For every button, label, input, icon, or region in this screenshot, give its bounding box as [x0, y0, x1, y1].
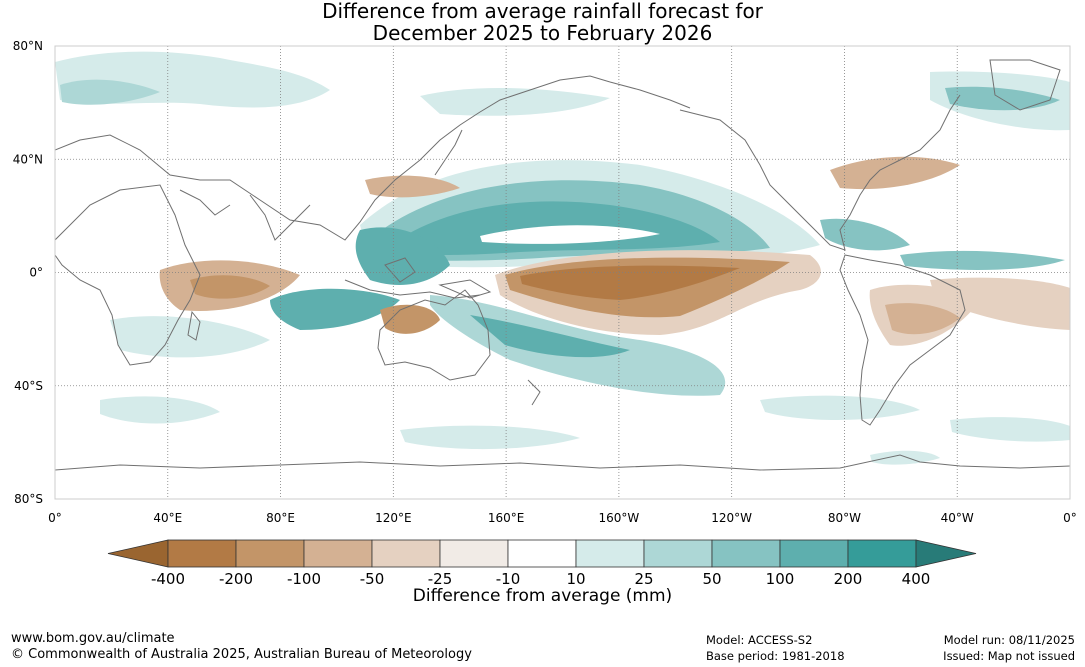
- issue-status: Issued: Map not issued: [943, 649, 1075, 663]
- longitude-label: 0°: [1063, 511, 1077, 525]
- colorbar-tick-label: -200: [219, 570, 253, 588]
- coastline-layer: [55, 59, 1070, 471]
- coastline-madagascar: [187, 310, 201, 341]
- colorbar-segment: [575, 539, 645, 568]
- anomaly-region-south-atlantic-dry: [930, 277, 1070, 330]
- colorbar-tick-label: -400: [151, 570, 185, 588]
- coastline-antarctica: [55, 454, 1070, 471]
- coastline-australia: [377, 289, 491, 381]
- colorbar-segment: [439, 539, 509, 568]
- colorbar-tick-label: -10: [496, 570, 521, 588]
- colorbar-tick-label: 10: [566, 570, 585, 588]
- coastline-borneo: [384, 257, 416, 283]
- colorbar-tick-label: 200: [834, 570, 863, 588]
- colorbar-segment: [711, 539, 781, 568]
- longitude-label: 120°W: [711, 511, 752, 525]
- coastline-india: [249, 194, 311, 241]
- model-name: Model: ACCESS-S2: [706, 633, 813, 647]
- anomaly-region-southern-ocean-4: [950, 417, 1070, 442]
- latitude-labels: 80°N 40°N 0° 40°S 80°S: [13, 39, 43, 506]
- map-title-line-2: December 2025 to February 2026: [372, 21, 713, 45]
- coastline-north-america: [679, 94, 961, 251]
- longitude-label: 0°: [48, 511, 62, 525]
- latitude-label: 80°S: [14, 492, 43, 506]
- anomaly-region-antarctic-wet: [870, 450, 940, 465]
- colorbar-segment: [303, 539, 373, 568]
- colorbar-extend-low: [107, 539, 169, 568]
- anomaly-region-north-atlantic-dry: [830, 156, 960, 190]
- longitude-labels: 0° 40°E 80°E 120°E 160°E 160°W 120°W 80°W 40°W 0°: [48, 511, 1077, 525]
- colorbar-extend-high: [915, 539, 977, 568]
- anomaly-region-south-pacific-core: [470, 315, 630, 358]
- coastline-arabia: [179, 189, 231, 216]
- colorbar-tick-label: 50: [702, 570, 721, 588]
- colorbar-segment: [235, 539, 305, 568]
- colorbar-segment: [371, 539, 441, 568]
- latitude-label: 80°N: [13, 39, 43, 53]
- longitude-label: 40°W: [941, 511, 974, 525]
- anomaly-region-atlantic-equatorial-wet: [900, 250, 1065, 270]
- anomaly-region-southern-ocean-1: [100, 396, 220, 424]
- colorbar-tick-label: -50: [360, 570, 385, 588]
- map-border: [54, 45, 1071, 500]
- anomaly-region-arctic-asia: [420, 87, 610, 116]
- coastline-eurasia: [55, 75, 611, 241]
- longitude-label: 80°W: [828, 511, 861, 525]
- anomaly-region-arctic-west-core: [60, 79, 160, 105]
- colorbar-tick-label: 100: [766, 570, 795, 588]
- latitude-label: 40°S: [14, 379, 43, 393]
- colorbar-segment: [779, 539, 849, 568]
- colorbar-segment: [167, 539, 237, 568]
- anomaly-region-east-asia-dry: [365, 175, 460, 198]
- longitude-label: 160°E: [488, 511, 525, 525]
- colorbar-segment: [643, 539, 713, 568]
- colorbar-tick-label: 400: [902, 570, 931, 588]
- anomaly-region-arctic-canada-core: [945, 86, 1060, 111]
- bom-url-link[interactable]: www.bom.gov.au/climate: [11, 631, 175, 646]
- coastline-japan: [434, 129, 463, 176]
- colorbar-segment: [847, 539, 917, 568]
- colorbar-tick-label: 25: [634, 570, 653, 588]
- anomaly-region-southern-ocean-2: [400, 425, 580, 450]
- coastline-africa: [55, 184, 201, 366]
- colorbar-tick-label: -25: [428, 570, 453, 588]
- longitude-label: 40°E: [153, 511, 182, 525]
- model-run-date: Model run: 08/11/2025: [943, 633, 1075, 647]
- coastline-greenland: [989, 59, 1061, 111]
- map-title-line-1: Difference from average rainfall forecas…: [322, 0, 763, 23]
- colorbar-tick-label: -100: [287, 570, 321, 588]
- coastline-south-america: [839, 254, 966, 426]
- anomaly-region-southern-ocean-3: [760, 395, 920, 420]
- colorbar-tick-labels: -400 -200 -100 -50 -25 -10 10 25 50 100 200 400: [151, 570, 930, 588]
- anomaly-region-indian-wet: [270, 288, 400, 330]
- longitude-label: 120°E: [375, 511, 412, 525]
- colorbar: [107, 539, 977, 568]
- coastline-new-zealand: [527, 379, 541, 406]
- anomaly-region-pacific-dry-core: [520, 265, 740, 300]
- copyright-text: © Commonwealth of Australia 2025, Austra…: [11, 647, 472, 662]
- coastline-alaska: [609, 81, 691, 109]
- anomaly-region-indian-dry-core: [190, 275, 270, 299]
- base-period: Base period: 1981-2018: [706, 649, 845, 663]
- colorbar-title: Difference from average (mm): [412, 586, 673, 606]
- latitude-label: 0°: [29, 266, 43, 280]
- anomaly-region-australia-dry: [380, 304, 440, 334]
- anomaly-region-south-america-dry-core: [885, 303, 960, 335]
- longitude-label: 160°W: [598, 511, 639, 525]
- anomaly-region-north-pacific-gap: [480, 225, 660, 244]
- longitude-label: 80°E: [266, 511, 295, 525]
- latitude-label: 40°N: [13, 152, 43, 166]
- colorbar-segment: [507, 539, 577, 568]
- anomaly-region-maritime-wet: [355, 227, 450, 285]
- coastline-indonesia: [344, 279, 481, 299]
